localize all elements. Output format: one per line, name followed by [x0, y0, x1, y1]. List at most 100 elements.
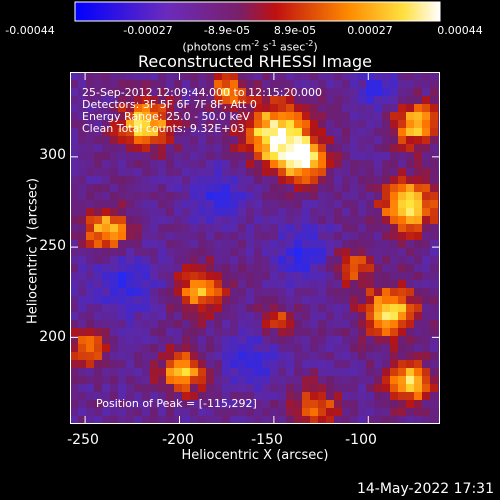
chart-title: Reconstructed RHESSI Image — [138, 52, 372, 71]
heatmap-cell — [94, 152, 102, 160]
heatmap-cell — [150, 368, 158, 376]
heatmap-cell — [350, 336, 358, 344]
heatmap-cell — [262, 376, 270, 384]
heatmap-cell — [86, 120, 94, 128]
heatmap-cell — [342, 104, 350, 112]
heatmap-cell — [358, 224, 366, 232]
heatmap-cell — [142, 224, 150, 232]
heatmap-cell — [158, 96, 166, 104]
heatmap-cell — [86, 160, 94, 168]
heatmap-cell — [78, 416, 86, 424]
heatmap-cell — [158, 416, 166, 424]
heatmap-cell — [342, 368, 350, 376]
heatmap-cell — [286, 120, 294, 128]
heatmap-cell — [430, 128, 438, 136]
heatmap-cell — [182, 72, 190, 80]
heatmap-cell — [294, 288, 302, 296]
heatmap-cell — [238, 264, 246, 272]
heatmap-cell — [398, 272, 406, 280]
heatmap-cell — [158, 248, 166, 256]
heatmap-cell — [214, 192, 222, 200]
heatmap-cell — [182, 288, 190, 296]
heatmap-cell — [238, 208, 246, 216]
heatmap-cell — [302, 144, 310, 152]
colorbar-tick-label: -8.9e-05 — [203, 24, 251, 37]
heatmap-cell — [254, 368, 262, 376]
heatmap-cell — [102, 288, 110, 296]
heatmap-cell — [230, 376, 238, 384]
heatmap-cell — [334, 288, 342, 296]
heatmap-cell — [390, 304, 398, 312]
heatmap-cell — [358, 104, 366, 112]
heatmap-cell — [70, 88, 78, 96]
heatmap-cell — [214, 96, 222, 104]
heatmap-cell — [118, 224, 126, 232]
heatmap-cell — [150, 192, 158, 200]
heatmap-cell — [430, 104, 438, 112]
heatmap-cell — [302, 176, 310, 184]
heatmap-cell — [254, 416, 262, 424]
heatmap-cell — [430, 320, 438, 328]
heatmap-cell — [406, 192, 414, 200]
heatmap-cell — [262, 360, 270, 368]
heatmap-cell — [118, 72, 126, 80]
heatmap-cell — [286, 384, 294, 392]
heatmap-cell — [110, 216, 118, 224]
heatmap-cell — [374, 176, 382, 184]
heatmap-cell — [198, 120, 206, 128]
heatmap-cell — [342, 336, 350, 344]
heatmap-cell — [206, 184, 214, 192]
heatmap-cell — [278, 344, 286, 352]
heatmap-cell — [262, 144, 270, 152]
heatmap-cell — [278, 408, 286, 416]
heatmap-cell — [294, 96, 302, 104]
heatmap-cell — [222, 232, 230, 240]
heatmap-cell — [286, 408, 294, 416]
heatmap-cell — [278, 216, 286, 224]
heatmap-cell — [366, 368, 374, 376]
heatmap-cell — [174, 392, 182, 400]
heatmap-cell — [118, 400, 126, 408]
heatmap-cell — [414, 304, 422, 312]
heatmap-cell — [134, 224, 142, 232]
heatmap-cell — [214, 184, 222, 192]
peak-position: Position of Peak = [-115,292] — [96, 397, 257, 410]
heatmap-cell — [94, 232, 102, 240]
heatmap-cell — [422, 208, 430, 216]
heatmap-cell — [206, 248, 214, 256]
heatmap-cell — [94, 336, 102, 344]
heatmap-cell — [70, 96, 78, 104]
heatmap-cell — [254, 176, 262, 184]
heatmap-cell — [270, 192, 278, 200]
heatmap-cell — [262, 384, 270, 392]
heatmap-cell — [246, 304, 254, 312]
heatmap-cell — [326, 144, 334, 152]
heatmap-cell — [246, 216, 254, 224]
heatmap-cell — [110, 208, 118, 216]
heatmap-cell — [110, 176, 118, 184]
heatmap-cell — [134, 120, 142, 128]
heatmap-cell — [350, 400, 358, 408]
heatmap-cell — [246, 224, 254, 232]
heatmap-cell — [430, 160, 438, 168]
heatmap-cell — [430, 328, 438, 336]
heatmap-cell — [294, 232, 302, 240]
heatmap-cell — [126, 176, 134, 184]
heatmap-cell — [94, 328, 102, 336]
heatmap-cell — [318, 80, 326, 88]
heatmap-cell — [230, 384, 238, 392]
heatmap-cell — [294, 120, 302, 128]
heatmap-cell — [398, 192, 406, 200]
heatmap-cell — [86, 152, 94, 160]
heatmap-cell — [342, 72, 350, 80]
heatmap-cell — [230, 160, 238, 168]
heatmap-cell — [302, 256, 310, 264]
heatmap-cell — [262, 392, 270, 400]
heatmap-cell — [342, 216, 350, 224]
heatmap-cell — [86, 216, 94, 224]
heatmap-cell — [374, 344, 382, 352]
heatmap-cell — [126, 184, 134, 192]
heatmap-cell — [134, 368, 142, 376]
heatmap-cell — [246, 264, 254, 272]
heatmap-cell — [350, 408, 358, 416]
